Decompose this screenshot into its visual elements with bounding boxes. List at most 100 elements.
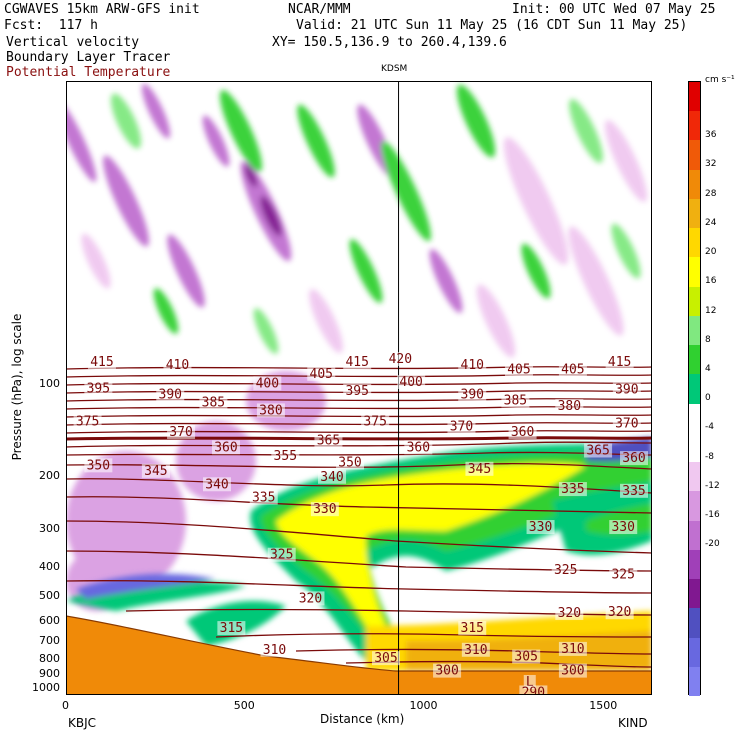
valid-time: Valid: 21 UTC Sun 11 May 25 (16 CDT Sun … [296, 18, 688, 33]
svg-text:305: 305 [514, 650, 537, 665]
svg-text:365: 365 [317, 434, 340, 449]
svg-text:350: 350 [338, 456, 361, 471]
y-axis-label: Pressure (hPa), log scale [10, 313, 24, 461]
theta-label-370: 370 [612, 416, 641, 432]
svg-text:410: 410 [461, 358, 484, 373]
cross-section-plot: 415 410 415 420 410 405 405 415 395 390 400 405 395 4… [66, 81, 652, 695]
svg-text:335: 335 [561, 482, 584, 497]
theta-label-360: 360 [508, 424, 537, 440]
theta-label-340: 340 [318, 469, 347, 485]
colorbar-swatch [689, 374, 700, 405]
svg-text:330: 330 [611, 520, 634, 535]
colorbar-label--16: -16 [705, 510, 720, 521]
svg-text:340: 340 [205, 477, 228, 492]
theta-label-365: 365 [314, 433, 343, 449]
svg-text:400: 400 [399, 375, 422, 390]
colorbar-swatch [689, 462, 700, 492]
theta-label-320: 320 [605, 605, 634, 620]
colorbar-label--12: -12 [705, 480, 720, 491]
theta-label-405: 405 [504, 362, 533, 378]
svg-text:305: 305 [374, 651, 397, 666]
theta-label-360: 360 [211, 440, 240, 455]
theta-label-390: 390 [612, 382, 641, 398]
theta-label-370: 370 [167, 424, 196, 440]
colorbar-swatch [689, 315, 700, 346]
theta-label-330: 330 [310, 502, 339, 517]
theta-label-335: 335 [558, 482, 587, 497]
colorbar-label--20: -20 [705, 539, 720, 550]
svg-text:300: 300 [435, 664, 458, 679]
theta-label-360: 360 [404, 440, 433, 455]
y-tick-200: 200 [39, 468, 60, 482]
svg-text:325: 325 [611, 568, 634, 583]
theta-label-385: 385 [199, 395, 228, 411]
colorbar-swatch [689, 82, 700, 112]
svg-text:320: 320 [299, 591, 322, 606]
theta-label-375: 375 [361, 414, 390, 430]
svg-text:340: 340 [320, 470, 343, 485]
theta-label-355: 355 [271, 448, 300, 464]
terrain [66, 616, 652, 695]
theta-label-390: 390 [458, 387, 487, 403]
theta-label-405: 405 [307, 366, 336, 382]
theta-label-325: 325 [551, 562, 580, 578]
colorbar-swatch [689, 111, 700, 141]
theta-label-300: 300 [433, 663, 462, 679]
colorbar-swatch [689, 140, 700, 171]
theta-label-345: 345 [465, 461, 494, 477]
theta-label-320: 320 [296, 591, 325, 606]
svg-text:310: 310 [464, 643, 487, 658]
svg-text:310: 310 [561, 642, 584, 657]
svg-text:375: 375 [76, 415, 99, 430]
colorbar-swatch [689, 228, 700, 258]
colorbar-swatch [689, 198, 700, 229]
svg-text:L: L [526, 675, 534, 690]
svg-text:320: 320 [608, 605, 631, 620]
x-tick-1500: 1500 [589, 699, 618, 712]
theta-label-395: 395 [84, 381, 113, 396]
station-marker-label: KDSM [381, 64, 408, 74]
svg-text:405: 405 [507, 363, 530, 378]
theta-label-405: 405 [558, 362, 587, 378]
theta-label-360: 360 [620, 451, 649, 466]
colorbar-label-0: 0 [705, 393, 711, 404]
svg-text:365: 365 [586, 443, 609, 458]
x-tick-1000: 1000 [409, 699, 438, 712]
theta-labels: 415 410 415 420 410 405 405 415 395 390 400 405 395 4… [73, 351, 649, 695]
svg-text:360: 360 [622, 451, 645, 466]
y-tick-800: 800 [39, 651, 60, 665]
colorbar-label-28: 28 [705, 188, 717, 199]
x-tick-0: 0 [62, 699, 69, 712]
svg-text:390: 390 [461, 388, 484, 403]
svg-text:335: 335 [252, 491, 275, 506]
colorbar-label--8: -8 [705, 451, 714, 462]
svg-text:330: 330 [313, 502, 336, 517]
field-label-vertical-velocity: Vertical velocity [6, 35, 140, 50]
svg-text:385: 385 [202, 396, 225, 411]
theta-label-340: 340 [202, 477, 231, 492]
theta-label-325: 325 [609, 567, 638, 583]
theta-label-375: 375 [73, 414, 102, 430]
colorbar-label-12: 12 [705, 305, 717, 316]
svg-text:330: 330 [529, 520, 552, 535]
colorbar-swatch [689, 549, 700, 580]
theta-label-330: 330 [526, 520, 555, 535]
svg-text:335: 335 [622, 484, 645, 499]
theta-label-400: 400 [253, 376, 282, 391]
x-axis-label: Distance (km) [320, 712, 405, 726]
svg-text:370: 370 [615, 417, 638, 432]
svg-text:315: 315 [220, 621, 243, 636]
colorbar-swatch [689, 169, 700, 200]
colorbar [688, 81, 701, 697]
colorbar-swatch [689, 257, 700, 288]
colorbar-swatch [689, 432, 700, 463]
wave-field-upper [66, 83, 648, 358]
svg-text:390: 390 [615, 383, 638, 398]
theta-label-335: 335 [620, 483, 649, 499]
svg-text:290: 290 [522, 685, 545, 695]
theta-label-395: 395 [343, 383, 372, 399]
org-label: NCAR/MMM [288, 2, 351, 17]
theta-label-305: 305 [512, 649, 541, 665]
svg-text:395: 395 [87, 381, 110, 396]
x-tick-500: 500 [233, 699, 255, 712]
